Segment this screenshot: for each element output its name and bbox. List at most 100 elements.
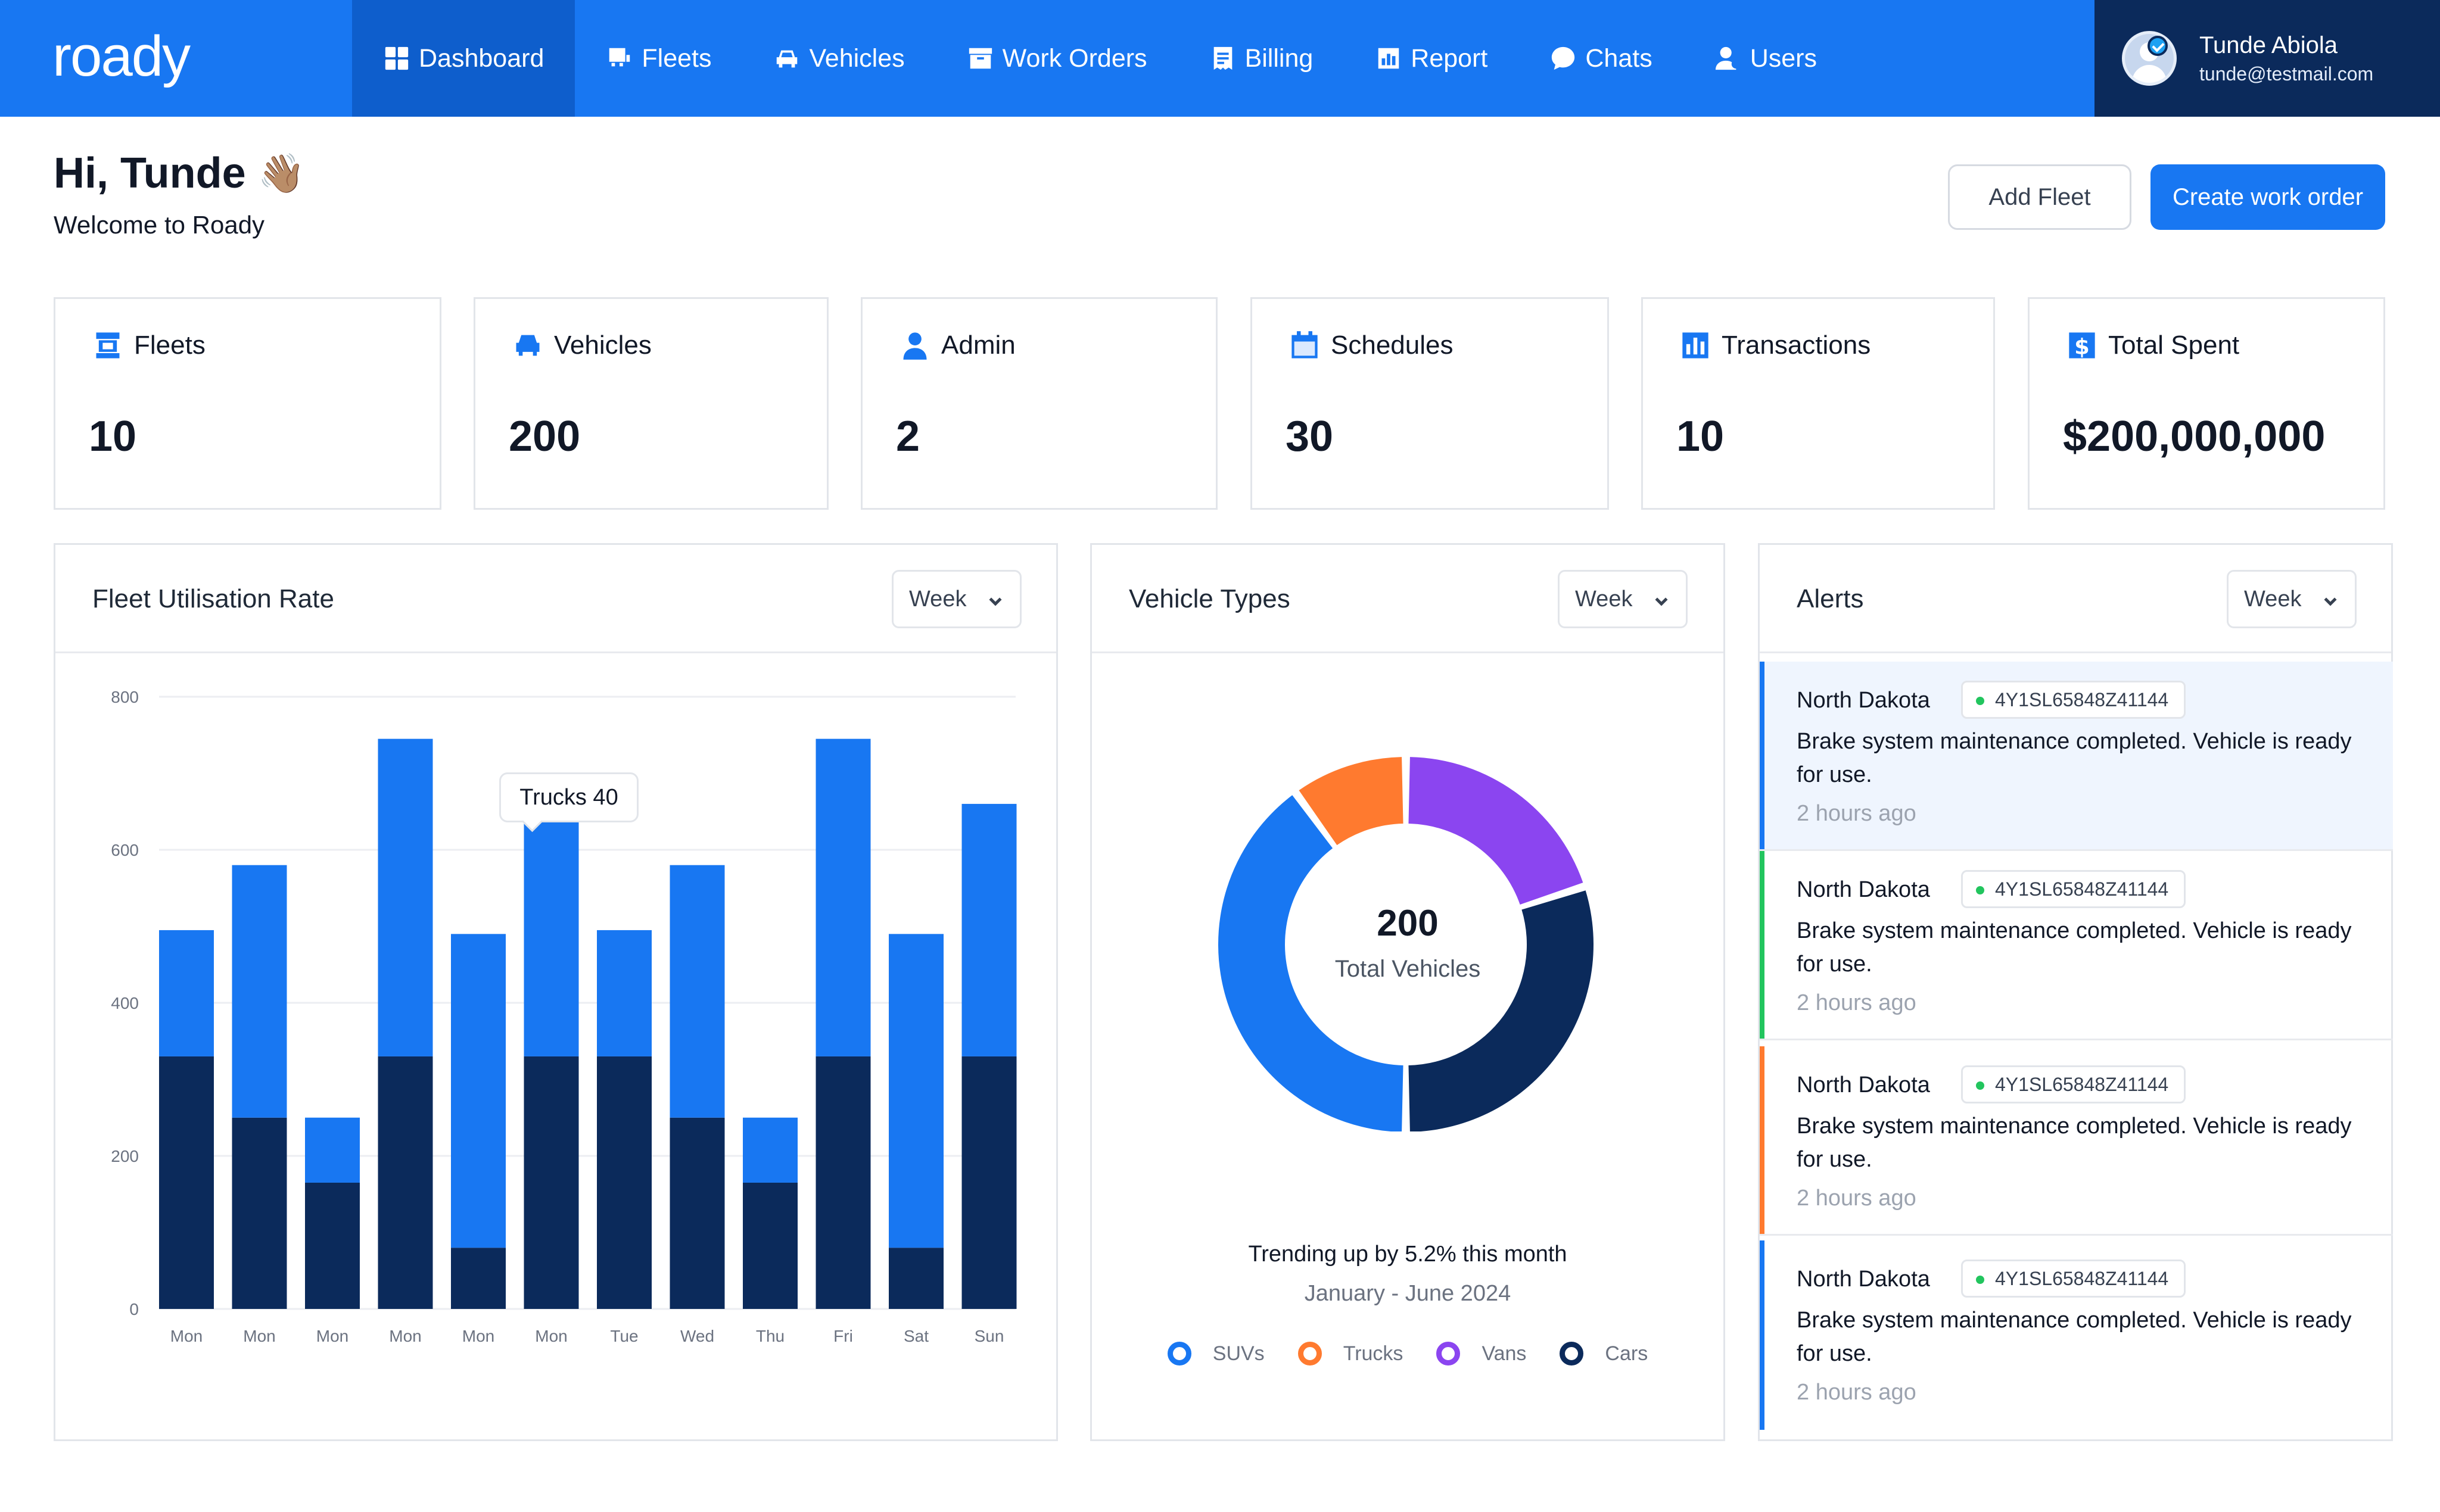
stat-card-total-spent[interactable]: $ Total Spent $200,000,000 — [2028, 297, 2385, 510]
stat-card-vehicles[interactable]: Vehicles 200 — [474, 297, 829, 510]
stat-card-admin[interactable]: Admin 2 — [861, 297, 1218, 510]
alert-message: Brake system maintenance completed. Vehi… — [1797, 729, 2352, 787]
chevron-down-icon — [989, 597, 1002, 606]
alert-message: Brake system maintenance completed. Vehi… — [1797, 918, 2352, 977]
stat-card-transactions[interactable]: Transactions 10 — [1641, 297, 1995, 510]
y-tick-label: 200 — [111, 1147, 139, 1165]
stat-card-schedules[interactable]: Schedules 30 — [1250, 297, 1609, 510]
bar-segment — [159, 930, 214, 1056]
donut-total-label: Total Vehicles — [1334, 956, 1481, 982]
legend-item-vans: Vans — [1436, 1342, 1526, 1366]
legend-item-trucks: Trucks — [1297, 1342, 1403, 1366]
bar-segment — [232, 1117, 287, 1309]
date-range: January - June 2024 — [1304, 1281, 1511, 1306]
alert-item[interactable]: North Dakota 4Y1SL65848Z41144 Brake syst… — [1760, 1240, 2393, 1430]
nav-item-vehicles[interactable]: Vehicles — [742, 0, 935, 117]
stat-card-header: Transactions — [1680, 330, 1871, 361]
period-select[interactable]: Week — [892, 570, 1022, 628]
bar-chart-icon — [1682, 332, 1708, 358]
x-tick-label: Mon — [243, 1327, 275, 1345]
stat-label: Fleets — [134, 331, 206, 360]
vehicle-types-donut-chart — [1218, 757, 1594, 1131]
wave-emoji-icon: 👋🏽 — [257, 152, 306, 195]
dollar-icon: $ — [2069, 332, 2095, 360]
panel-title: Alerts — [1797, 584, 1864, 613]
stat-card-header: Vehicles — [512, 330, 652, 361]
bar-segment — [305, 1182, 360, 1309]
nav-item-users[interactable]: Users — [1683, 0, 1848, 117]
alert-item[interactable]: North Dakota 4Y1SL65848Z41144 Brake syst… — [1760, 851, 2393, 1040]
legend-marker — [1297, 1342, 1322, 1366]
donut-slice-cars — [1408, 890, 1594, 1131]
alerts-panel: Alerts Week North Dakota 4Y1SL65848Z4114… — [1758, 543, 2393, 1441]
car-icon — [516, 335, 540, 356]
panel-title: Vehicle Types — [1129, 584, 1290, 613]
create-work-order-button[interactable]: Create work order — [2150, 164, 2385, 230]
bar-segment — [378, 738, 433, 1056]
nav-label: Chats — [1585, 43, 1652, 73]
bar-segment — [159, 1056, 214, 1309]
vin-badge: 4Y1SL65848Z41144 — [1961, 1065, 2186, 1103]
alert-time: 2 hours ago — [1797, 801, 1916, 826]
nav-item-billing[interactable]: Billing — [1178, 0, 1345, 117]
bar-segment — [451, 1248, 506, 1309]
car-icon — [777, 50, 798, 68]
bar-segment — [524, 803, 579, 1056]
chat-icon — [1552, 46, 1575, 70]
bar-segment — [597, 1056, 652, 1309]
stat-card-fleets[interactable]: Fleets 10 — [54, 297, 441, 510]
roady-logo[interactable]: roady — [52, 24, 191, 88]
period-select-value: Week — [909, 586, 967, 612]
nav-label: Billing — [1244, 43, 1314, 73]
x-tick-label: Sun — [975, 1327, 1004, 1345]
user-profile[interactable]: Tunde Abiola tunde@testmail.com — [2094, 0, 2440, 117]
x-tick-label: Sat — [904, 1327, 929, 1345]
alert-status-bar — [1760, 851, 1764, 1039]
alert-item[interactable]: North Dakota 4Y1SL65848Z41144 Brake syst… — [1760, 1046, 2393, 1236]
panel-header: Vehicle Types Week — [1092, 545, 1723, 653]
alert-location: North Dakota — [1797, 1267, 1930, 1292]
x-tick-label: Mon — [462, 1327, 494, 1345]
greeting-text: Hi, Tunde — [54, 149, 246, 197]
chevron-down-icon — [1655, 597, 1668, 606]
alert-status-bar — [1760, 662, 1764, 849]
y-tick-label: 800 — [111, 688, 139, 706]
nav-item-chats[interactable]: Chats — [1518, 0, 1683, 117]
x-tick-label: Wed — [680, 1327, 714, 1345]
alert-time: 2 hours ago — [1797, 1186, 1916, 1211]
nav-item-report[interactable]: Report — [1344, 0, 1518, 117]
stat-label: Transactions — [1722, 331, 1871, 360]
legend-label: Vans — [1482, 1342, 1527, 1365]
fleet-icon — [96, 332, 120, 358]
nav-item-fleets[interactable]: Fleets — [575, 0, 742, 117]
chart-legend: SUVs Trucks Vans Cars — [1092, 1342, 1723, 1366]
users-icon — [1715, 46, 1741, 70]
alert-location: North Dakota — [1797, 688, 1930, 713]
period-select[interactable]: Week — [2227, 570, 2357, 628]
panel-header: Fleet Utilisation Rate Week — [55, 545, 1056, 653]
bar-segment — [816, 1056, 871, 1309]
nav-item-work-orders[interactable]: Work Orders — [936, 0, 1178, 117]
donut-total: 200 — [1377, 903, 1439, 944]
alert-status-bar — [1760, 1240, 1764, 1430]
nav-item-dashboard[interactable]: Dashboard — [352, 0, 575, 117]
period-select-value: Week — [1575, 586, 1633, 612]
stat-label: Schedules — [1331, 331, 1454, 360]
alert-message: Brake system maintenance completed. Vehi… — [1797, 1308, 2352, 1366]
page-subtitle: Welcome to Roady — [54, 211, 265, 239]
stat-value: $200,000,000 — [2063, 413, 2326, 460]
donut-slice-vans — [1408, 757, 1583, 905]
x-tick-label: Mon — [316, 1327, 348, 1345]
bar-segment — [597, 930, 652, 1056]
add-fleet-button[interactable]: Add Fleet — [1948, 164, 2131, 230]
alert-time: 2 hours ago — [1797, 990, 1916, 1015]
legend-label: Trucks — [1343, 1342, 1403, 1365]
legend-label: Cars — [1605, 1342, 1648, 1365]
alert-item[interactable]: North Dakota 4Y1SL65848Z41144 Brake syst… — [1760, 662, 2393, 851]
report-icon — [1378, 48, 1399, 69]
period-select[interactable]: Week — [1558, 570, 1688, 628]
stat-label: Vehicles — [554, 331, 652, 360]
profile-email: tunde@testmail.com — [2199, 63, 2374, 85]
chart-tooltip: Trucks 40 — [499, 772, 639, 822]
dashboard-icon — [385, 46, 409, 70]
